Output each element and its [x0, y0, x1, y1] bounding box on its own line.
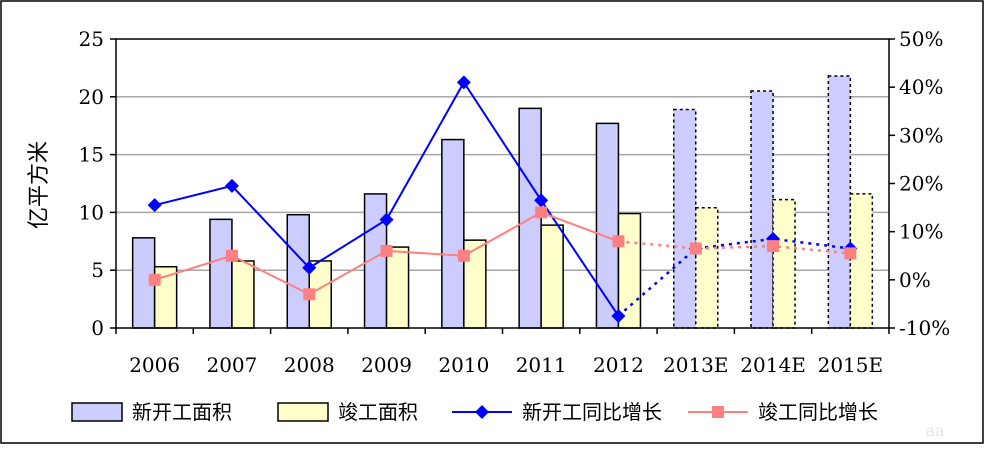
bar-completed	[772, 198, 796, 329]
point-new-start-growth	[456, 75, 471, 90]
legend: 新开工面积 竣工面积 新开工同比增长 竣工同比增长	[71, 400, 878, 424]
y-tick-label: 0	[91, 316, 104, 340]
bar-new-start	[595, 122, 620, 329]
point-completed-growth	[457, 249, 470, 262]
y2-tick-label: 50%	[899, 27, 943, 51]
y-tick-label: 20	[79, 85, 104, 109]
point-completed-growth	[380, 244, 393, 257]
y2-tick-label: 0%	[899, 268, 931, 292]
y2-tick-label: -10%	[899, 316, 950, 340]
x-tick-label: 2006	[129, 353, 180, 377]
y2-tick-label: 40%	[899, 75, 943, 99]
point-new-start-growth	[147, 198, 162, 213]
legend-marker-completed-growth	[712, 406, 724, 418]
bar-new-start	[441, 138, 465, 329]
legend-swatch-completed-area	[277, 402, 329, 422]
y-tick-label: 5	[91, 258, 104, 282]
point-completed-growth	[612, 235, 625, 248]
x-tick-label: 2008	[284, 353, 335, 377]
point-completed-growth	[535, 206, 548, 219]
x-tick-label: 2014E	[740, 353, 806, 377]
y-tick-label: 15	[79, 143, 104, 167]
bar-completed	[695, 207, 719, 329]
axes: 0 5 10 15 20 25 -10% 0% 10% 20% 30% 40% 50% 2006 2007 2…	[79, 27, 951, 377]
point-new-start-growth	[224, 178, 239, 193]
line-completed-growth-forecast	[618, 240, 851, 255]
y-axis-label: 亿平方米	[27, 141, 52, 229]
x-tick-label: 2015E	[818, 353, 884, 377]
y2-tick-label: 20%	[899, 172, 943, 196]
bar-new-start	[750, 90, 774, 329]
legend-label-new-start-area: 新开工面积	[132, 400, 232, 424]
y2-tick-label: 10%	[899, 220, 943, 244]
lines	[147, 75, 858, 323]
point-new-start-growth	[611, 308, 626, 323]
point-new-start-growth	[302, 260, 317, 275]
point-completed-growth	[148, 273, 161, 286]
bar-completed	[617, 212, 642, 329]
bar-completed	[849, 193, 874, 329]
bar-completed	[385, 246, 410, 329]
point-completed-growth	[844, 247, 857, 260]
point-completed-growth	[689, 242, 702, 255]
y-tick-label: 10	[79, 200, 104, 224]
point-completed-growth	[303, 288, 316, 301]
legend-label-completed-area: 竣工面积	[338, 400, 418, 424]
point-completed-growth	[225, 249, 238, 262]
legend-label-new-start-growth: 新开工同比增长	[522, 400, 662, 424]
x-tick-label: 2007	[206, 353, 257, 377]
x-tick-label: 2011	[516, 353, 567, 377]
legend-label-completed-growth: 竣工同比增长	[758, 400, 878, 424]
legend-swatch-new-start-area	[71, 402, 123, 422]
watermark: aa	[925, 421, 945, 440]
x-tick-label: 2010	[438, 353, 489, 377]
bar-new-start	[209, 218, 233, 329]
bar-new-start	[673, 108, 697, 329]
bar-completed	[540, 224, 564, 329]
point-completed-growth	[767, 240, 780, 253]
legend-marker-new-start-growth	[475, 405, 489, 419]
x-tick-label: 2009	[361, 353, 412, 377]
x-tick-label: 2013E	[663, 353, 729, 377]
bar-new-start	[827, 75, 852, 329]
bar-completed	[231, 260, 255, 329]
x-tick-label: 2012	[593, 353, 644, 377]
bars	[131, 75, 874, 329]
y2-tick-label: 30%	[899, 123, 943, 147]
point-new-start-growth	[379, 212, 394, 227]
point-new-start-growth	[534, 193, 549, 208]
y-tick-label: 25	[79, 27, 104, 51]
